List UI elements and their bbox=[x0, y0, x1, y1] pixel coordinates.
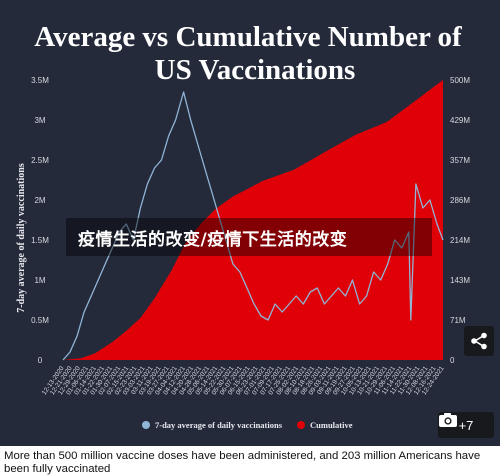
legend-label-daily: 7-day average of daily vaccinations bbox=[155, 420, 283, 430]
left-tick-label: 2.5M bbox=[31, 156, 49, 165]
right-tick-label: 429M bbox=[450, 116, 470, 125]
chart-figure: Average vs Cumulative Number of US Vacci… bbox=[0, 0, 500, 446]
chart-title-line-2: US Vaccinations bbox=[155, 54, 356, 86]
overlay-text: 疫情生活的改变/疫情下生活的改变 bbox=[78, 229, 348, 250]
camera-icon bbox=[439, 413, 457, 427]
right-tick-label: 0 bbox=[450, 356, 455, 365]
daily-average-line bbox=[62, 91, 444, 361]
x-axis-ticks: 12-13-202012-21-202012-29-202001-06-2021… bbox=[41, 365, 446, 397]
right-tick-label: 214M bbox=[450, 236, 470, 245]
right-tick-label: 143M bbox=[450, 276, 470, 285]
image-caption: More than 500 million vaccine doses have… bbox=[4, 450, 481, 475]
gallery-count: +7 bbox=[458, 417, 474, 433]
overlay-banner: 疫情生活的改变/疫情下生活的改变 bbox=[66, 218, 432, 256]
left-axis-ticks: 0 0.5M 1M 1.5M 2M 2.5M 3M 3.5M bbox=[31, 76, 49, 365]
left-tick-label: 2M bbox=[34, 196, 45, 205]
legend-label-cumulative: Cumulative bbox=[310, 420, 353, 430]
right-tick-label: 71M bbox=[450, 316, 466, 325]
left-tick-label: 3M bbox=[34, 116, 45, 125]
left-tick-label: 0.5M bbox=[31, 316, 49, 325]
left-tick-label: 1M bbox=[34, 276, 45, 285]
right-tick-label: 357M bbox=[450, 156, 470, 165]
legend-swatch-cumulative bbox=[297, 421, 305, 429]
daily-average-line-layer bbox=[62, 91, 444, 361]
left-tick-label: 0 bbox=[38, 356, 43, 365]
share-icon bbox=[471, 332, 487, 350]
left-tick-label: 1.5M bbox=[31, 236, 49, 245]
share-button[interactable] bbox=[464, 326, 494, 356]
chart-canvas: Average vs Cumulative Number of US Vacci… bbox=[16, 21, 470, 430]
legend: 7-day average of daily vaccinations Cumu… bbox=[142, 420, 353, 430]
left-tick-label: 3.5M bbox=[31, 76, 49, 85]
gallery-button[interactable]: +7 bbox=[438, 412, 494, 438]
right-axis-ticks: 0 71M 143M 214M 286M 357M 429M 500M bbox=[450, 76, 470, 365]
left-axis-title: 7-day average of daily vaccinations bbox=[16, 163, 27, 313]
legend-swatch-daily bbox=[142, 421, 150, 429]
right-tick-label: 500M bbox=[450, 76, 470, 85]
right-tick-label: 286M bbox=[450, 196, 470, 205]
chart-title-line-1: Average vs Cumulative Number of bbox=[34, 21, 462, 53]
